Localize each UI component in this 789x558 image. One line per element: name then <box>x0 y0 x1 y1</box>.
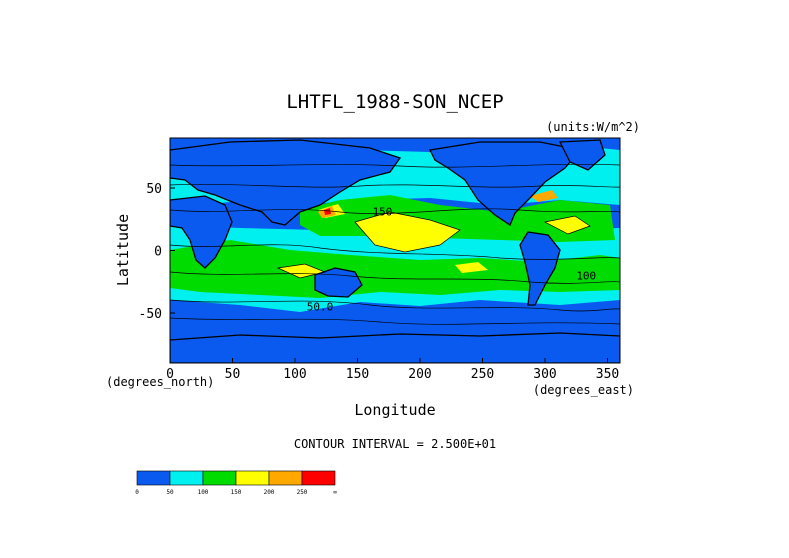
colorbar-label: 100 <box>198 489 209 496</box>
y-axis-ticks: 50 0 -50 <box>139 182 175 322</box>
green-band-south <box>170 240 620 298</box>
contour-labels: 150 100 50.0 <box>307 206 596 314</box>
contour-line <box>276 263 327 279</box>
colorbar-label: 0 <box>135 489 139 496</box>
eurasia <box>170 139 402 226</box>
contour-interval-note: CONTOUR INTERVAL = 2.500E+01 <box>294 437 496 451</box>
contour-map <box>170 138 620 363</box>
orange-spot-gulf-stream <box>530 190 558 202</box>
x-tick-label: 350 <box>596 367 619 382</box>
y-tick-label: -50 <box>139 307 162 322</box>
africa <box>170 195 233 269</box>
contour-label: 150 <box>373 206 393 219</box>
australia <box>314 267 363 298</box>
x-tick-label: 100 <box>283 367 306 382</box>
chart-title: LHTFL_1988-SON_NCEP <box>286 91 503 113</box>
yellow-patch-atlantic <box>545 216 590 234</box>
y-axis-label: Latitude <box>114 214 132 286</box>
contour-line <box>170 208 620 214</box>
x-unit-label: (degrees_east) <box>533 383 634 397</box>
contour-label: 50.0 <box>307 301 334 314</box>
contour-label: 100 <box>576 269 596 282</box>
colorbar-label: 150 <box>231 489 242 496</box>
colorbar: 0 50 100 150 200 250 ∞ <box>135 470 337 496</box>
colorbar-swatch <box>169 470 204 486</box>
yellow-patch-south-pacific <box>455 262 488 273</box>
yellow-patch-central-pacific <box>355 212 460 252</box>
x-axis-ticks: 0 50 100 150 200 250 300 350 <box>166 358 619 382</box>
colorbar-label: ∞ <box>333 489 337 496</box>
contour-line <box>543 215 591 235</box>
antarctica <box>170 332 620 363</box>
x-tick-label: 300 <box>533 367 556 382</box>
greenland <box>558 139 606 171</box>
north-america <box>429 141 582 226</box>
colorbar-swatch <box>301 470 336 486</box>
colorbar-swatch <box>268 470 303 486</box>
x-axis-label: Longitude <box>354 401 435 419</box>
y-tick-label: 50 <box>146 182 162 197</box>
contour-line <box>170 244 620 260</box>
contour-line <box>170 271 620 284</box>
x-tick-label: 0 <box>166 367 174 382</box>
x-tick-label: 200 <box>408 367 431 382</box>
x-tick-label: 150 <box>346 367 369 382</box>
contour-line <box>170 317 620 325</box>
continents <box>170 139 620 363</box>
south-america <box>519 231 561 306</box>
colorbar-label: 50 <box>166 489 174 496</box>
colorbar-label: 200 <box>264 489 275 496</box>
colorbar-swatch <box>202 470 237 486</box>
x-tick-label: 250 <box>471 367 494 382</box>
contour-line <box>170 163 620 168</box>
contour-lines <box>170 163 620 325</box>
units-label: (units:W/m^2) <box>546 120 640 134</box>
colorbar-label: 250 <box>297 489 308 496</box>
y-tick-label: 0 <box>154 245 162 260</box>
colorbar-swatch <box>235 470 270 486</box>
colorbar-swatch <box>136 470 171 486</box>
red-spot-kuroshio <box>324 208 331 215</box>
contour-line <box>170 183 620 188</box>
contour-line <box>354 211 461 253</box>
contour-line <box>170 299 620 312</box>
y-unit-label: (degrees_north) <box>106 375 214 389</box>
x-tick-label: 50 <box>225 367 241 382</box>
